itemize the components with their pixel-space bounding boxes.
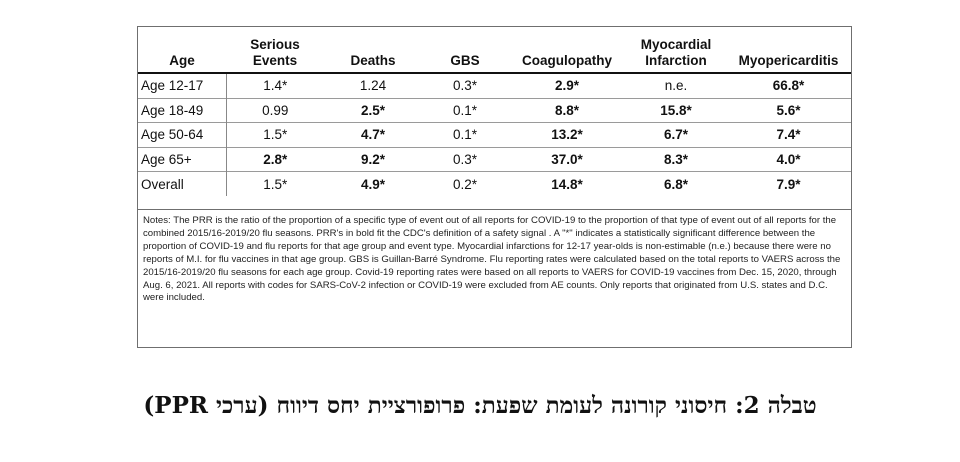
header-line-1 (728, 37, 849, 53)
column-header: Myopericarditis (726, 27, 851, 74)
header-line-2: Deaths (350, 53, 396, 68)
table-row: Overall 1.5* 4.9* 0.2* 14.8* 6.8* 7.9* (138, 171, 851, 196)
header-line-2: Myopericarditis (738, 53, 839, 68)
table-cell: 2.9* (554, 78, 580, 94)
column-header: Deaths (324, 27, 422, 74)
table-cell: 0.1* (422, 122, 508, 148)
table-row: Age 18-49 0.99 2.5* 0.1* 8.8* 15.8* 5.6* (138, 97, 851, 123)
table-cell: 13.2* (508, 122, 626, 148)
header-line-2: Infarction (645, 53, 707, 68)
table-cell: 66.8* (772, 78, 805, 94)
header-line-1: Myocardial (640, 37, 712, 52)
figure-caption: טבלה 2: חיסוני קורונה לעומת שפעת: פרופור… (143, 392, 817, 419)
header-line-2: Age (169, 53, 195, 68)
table-cell: 7.9* (726, 171, 851, 196)
table-notes: Notes: The PRR is the ratio of the propo… (138, 209, 851, 347)
header-line-2: GBS (450, 53, 480, 68)
table-cell: 14.8* (508, 171, 626, 196)
table-cell: 8.3* (626, 146, 726, 172)
row-label: Age 18-49 (138, 97, 227, 123)
header-line-1 (140, 37, 224, 53)
header-line-1: Serious (250, 37, 300, 52)
row-label: Age 12-17 (138, 73, 227, 99)
table-cell: 1.5* (226, 171, 324, 196)
header-line-1 (326, 37, 420, 53)
table-figure: Age Serious Events Deaths GBS Coagulopathy… (137, 26, 852, 348)
table-cell: 7.4* (726, 122, 851, 148)
column-header: Myocardial Infarction (626, 27, 726, 74)
table-cell: 6.7* (626, 122, 726, 148)
column-header: Coagulopathy (508, 27, 626, 74)
header-line-2: Events (252, 53, 298, 68)
table-cell: 5.6* (726, 97, 851, 123)
table-cell: 2.8* (226, 146, 324, 172)
table-cell: 2.5* (324, 97, 422, 123)
table-row: Age 12-17 1.4* 1.24 0.3* 2.9* n.e. 66.8* (138, 73, 851, 99)
table-cell: 0.3* (452, 78, 478, 94)
column-header: Serious Events (226, 27, 324, 74)
table-cell: 1.5* (226, 122, 324, 148)
table-cell: 15.8* (626, 97, 726, 123)
column-header: GBS (422, 27, 508, 74)
table-cell: 0.3* (422, 146, 508, 172)
row-label: Overall (138, 171, 227, 196)
table-row: Age 50-64 1.5* 4.7* 0.1* 13.2* 6.7* 7.4* (138, 122, 851, 148)
header-row: Age Serious Events Deaths GBS Coagulopathy… (138, 27, 851, 74)
table-cell: 8.8* (508, 97, 626, 123)
row-label: Age 65+ (138, 146, 227, 172)
column-header: Age (138, 27, 226, 74)
table-cell: 0.99 (226, 97, 324, 123)
table-cell: 4.0* (726, 146, 851, 172)
header-line-1 (424, 37, 506, 53)
header-line-1 (510, 37, 624, 53)
header-line-2: Coagulopathy (522, 53, 612, 68)
table-cell: 4.7* (324, 122, 422, 148)
row-label: Age 50-64 (138, 122, 227, 148)
table-cell: n.e. (664, 78, 688, 94)
ppr-table: Age Serious Events Deaths GBS Coagulopathy… (138, 27, 851, 196)
table-cell: 1.24 (359, 78, 387, 94)
table-cell: 6.8* (626, 171, 726, 196)
table-cell: 9.2* (324, 146, 422, 172)
table-cell: 0.1* (422, 97, 508, 123)
table-cell: 0.2* (422, 171, 508, 196)
table-cell: 4.9* (324, 171, 422, 196)
table-cell: 1.4* (263, 78, 288, 94)
table-cell: 37.0* (508, 146, 626, 172)
table-row: Age 65+ 2.8* 9.2* 0.3* 37.0* 8.3* 4.0* (138, 146, 851, 172)
